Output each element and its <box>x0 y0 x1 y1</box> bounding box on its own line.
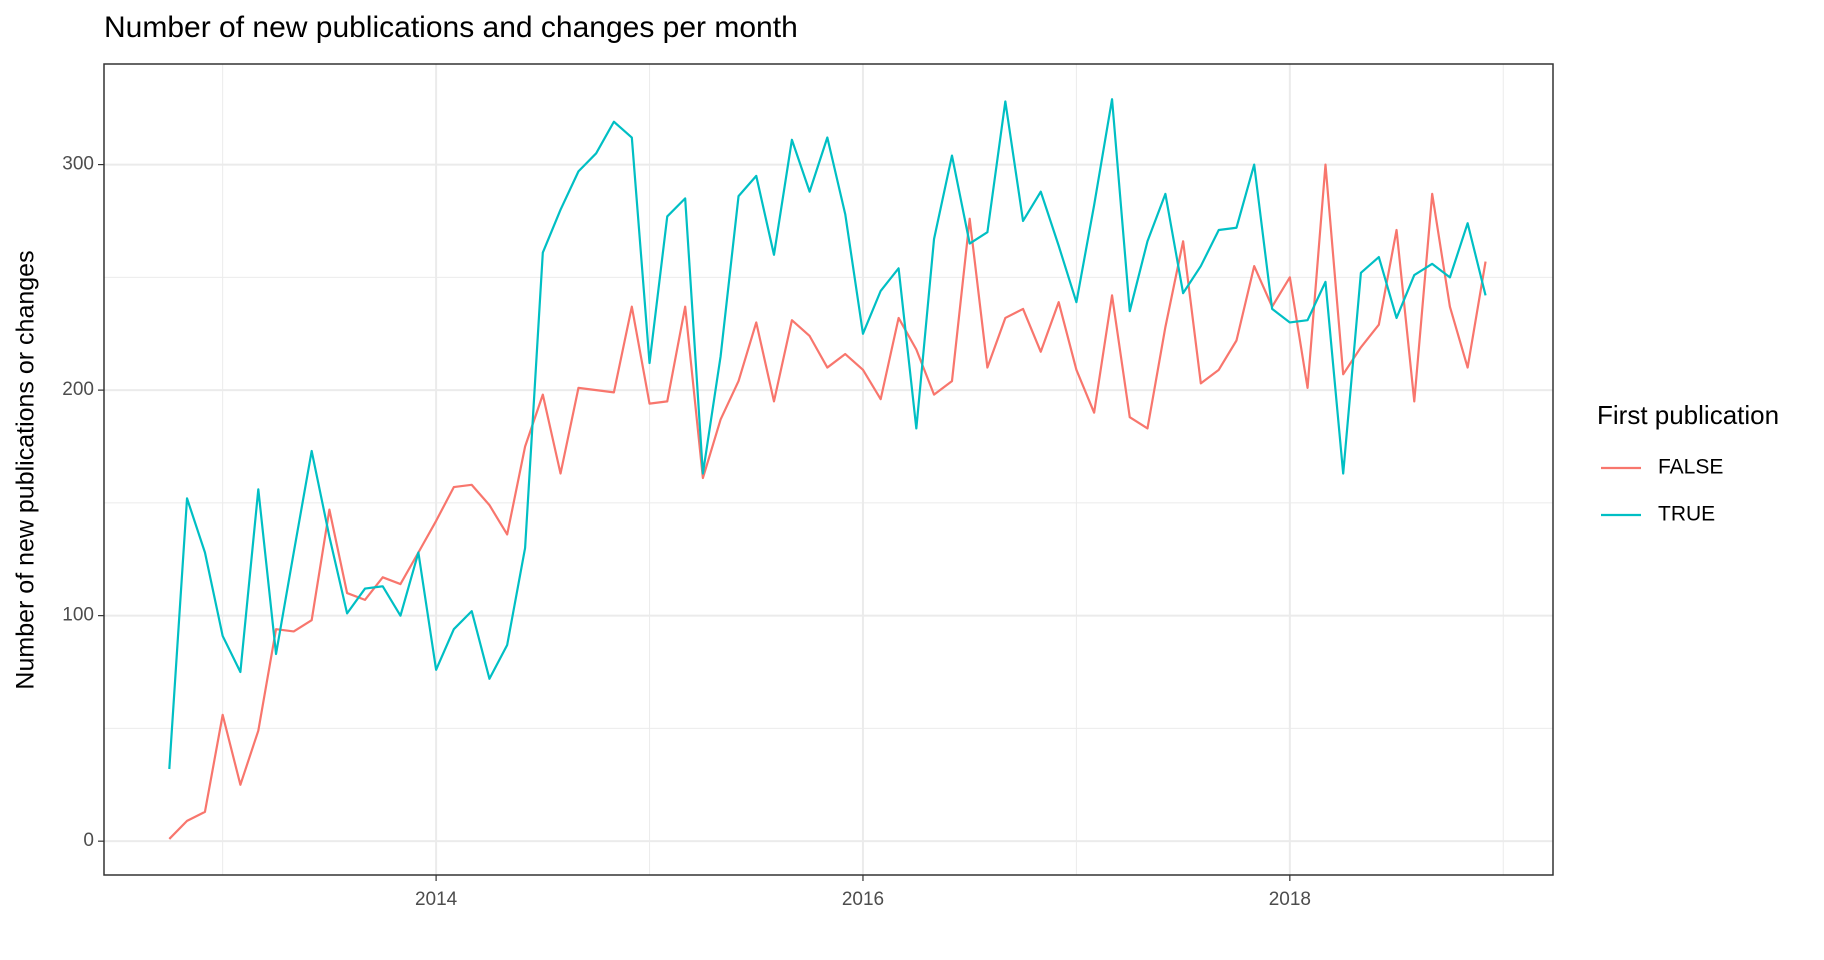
series-line <box>168 163 1487 840</box>
legend-title: First publication <box>1597 400 1779 430</box>
y-tick-label: 200 <box>62 379 94 400</box>
y-axis-label: Number of new publications or changes <box>12 250 40 689</box>
series-line <box>168 98 1487 770</box>
legend-label: TRUE <box>1658 503 1715 526</box>
plot-border <box>103 63 1554 876</box>
y-tick-label: 0 <box>83 830 94 851</box>
x-tick-label: 2014 <box>415 889 458 910</box>
y-tick-label: 100 <box>62 605 94 626</box>
legend-label: FALSE <box>1658 456 1723 479</box>
x-tick-label: 2016 <box>842 889 884 910</box>
x-tick-label: 2018 <box>1269 889 1311 910</box>
chart-title: Number of new publications and changes p… <box>104 11 798 44</box>
y-tick-label: 300 <box>62 154 94 175</box>
